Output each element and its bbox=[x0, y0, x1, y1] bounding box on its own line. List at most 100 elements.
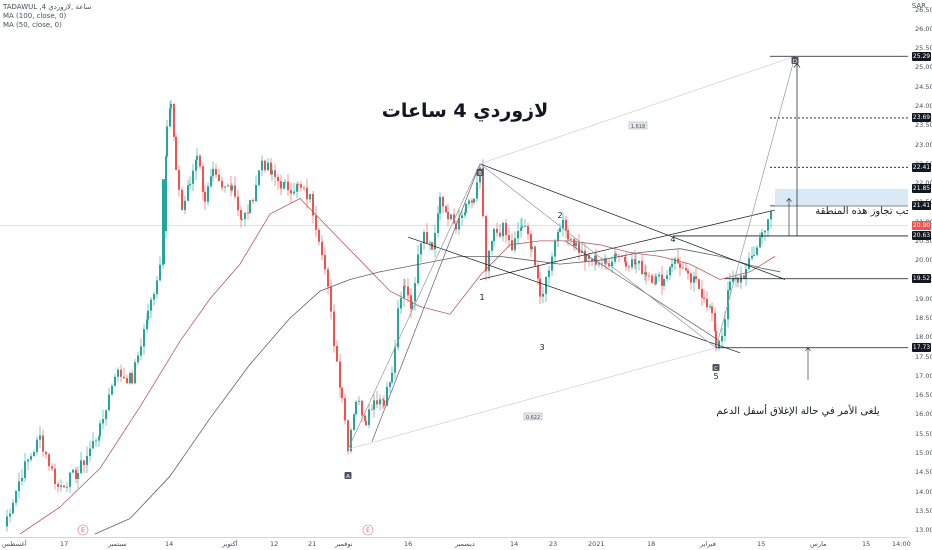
candle-body bbox=[658, 274, 660, 277]
price-tick: 24.50 bbox=[915, 82, 932, 91]
ma50-legend[interactable]: MA (50, close, 0) bbox=[3, 21, 62, 29]
candle-body bbox=[473, 198, 475, 203]
target-zone bbox=[775, 188, 908, 206]
candle-body bbox=[511, 240, 513, 251]
candle-body bbox=[715, 331, 717, 349]
candle-body bbox=[641, 260, 643, 275]
candle-body bbox=[534, 246, 536, 266]
candle-body bbox=[77, 473, 79, 479]
candle-body bbox=[199, 155, 201, 167]
candle-body bbox=[524, 226, 526, 227]
time-tick: أكتوبر bbox=[222, 540, 238, 548]
candle-body bbox=[117, 369, 119, 377]
wave-label: 2 bbox=[557, 211, 562, 220]
candle-body bbox=[221, 180, 223, 188]
candle-body bbox=[166, 126, 168, 157]
price-tick: 20.00 bbox=[915, 256, 932, 265]
candle-body bbox=[146, 319, 148, 330]
candle-body bbox=[679, 263, 681, 268]
candle-body bbox=[169, 108, 171, 127]
candle-body bbox=[108, 394, 110, 411]
candle-body bbox=[24, 461, 26, 478]
candle-body bbox=[175, 136, 177, 171]
candle-body bbox=[240, 210, 242, 220]
ma100-legend[interactable]: MA (100, close, 0) bbox=[3, 12, 67, 20]
candles bbox=[6, 99, 772, 532]
candle-body bbox=[99, 423, 101, 437]
candle-body bbox=[344, 398, 346, 421]
candle-body bbox=[709, 306, 711, 308]
candle-body bbox=[48, 454, 50, 467]
candle-body bbox=[129, 373, 131, 384]
price-tick: 25.00 bbox=[915, 63, 932, 72]
candle-body bbox=[465, 203, 467, 213]
candle-body bbox=[252, 200, 254, 202]
wave-label: 1 bbox=[479, 293, 484, 302]
candle-body bbox=[383, 400, 385, 406]
candle-body bbox=[521, 226, 523, 228]
harmonic-ab bbox=[347, 163, 481, 450]
candle-body bbox=[347, 420, 349, 452]
candle-body bbox=[537, 265, 539, 279]
ratio-label: 0.622 bbox=[526, 415, 540, 421]
candle-body bbox=[318, 229, 320, 242]
event-label: E bbox=[81, 527, 85, 534]
arrow-head bbox=[786, 198, 792, 202]
price-tick: 13.50 bbox=[915, 506, 932, 515]
candle-body bbox=[666, 275, 668, 280]
currency-label[interactable]: SAR bbox=[911, 2, 926, 10]
time-axis[interactable]: أغسطس 17 سبتمبر 14 أكتوبر 12 21 نوفمبر 16 ديسمبر 1… bbox=[0, 538, 911, 550]
event-badge bbox=[362, 524, 374, 536]
candle-body bbox=[595, 255, 597, 265]
candle-body bbox=[382, 399, 384, 401]
candle-body bbox=[290, 190, 292, 194]
price-chart[interactable]: لازوردي 4 ساعات يجب تجاوز هذه المنطقة يلغى… bbox=[0, 0, 908, 538]
candle-body bbox=[86, 456, 88, 465]
candle-body bbox=[321, 241, 323, 256]
candle-body bbox=[196, 155, 198, 160]
candle-body bbox=[153, 294, 155, 300]
candle-body bbox=[598, 263, 600, 265]
price-marker: 17.73 bbox=[912, 343, 931, 353]
candle-body bbox=[184, 200, 186, 211]
candle-body bbox=[437, 213, 439, 233]
candle-body bbox=[732, 277, 734, 282]
time-tick: أغسطس bbox=[2, 540, 27, 548]
candle-body bbox=[51, 466, 53, 469]
ab-leg bbox=[371, 163, 481, 442]
candle-body bbox=[625, 261, 627, 267]
candle-body bbox=[434, 232, 436, 250]
candle-body bbox=[271, 170, 273, 175]
candle-body bbox=[181, 189, 183, 211]
candle-body bbox=[361, 400, 363, 416]
candle-body bbox=[376, 400, 378, 405]
candle-body bbox=[389, 382, 391, 387]
candle-body bbox=[12, 502, 14, 514]
wave-label: 4 bbox=[670, 235, 675, 244]
candle-body bbox=[743, 275, 745, 279]
price-tick: 15.50 bbox=[915, 429, 932, 438]
time-tick: 23 bbox=[549, 540, 558, 548]
candle-body bbox=[368, 409, 370, 426]
candle-body bbox=[140, 346, 142, 356]
candle-body bbox=[339, 361, 341, 388]
candle-body bbox=[403, 285, 405, 299]
candle-body bbox=[721, 335, 723, 342]
candle-body bbox=[336, 345, 338, 362]
candle-body bbox=[601, 263, 603, 265]
candle-body bbox=[178, 170, 180, 190]
candle-body bbox=[614, 253, 616, 262]
candle-body bbox=[634, 259, 636, 265]
candle-body bbox=[674, 258, 676, 264]
price-tick: 18.00 bbox=[915, 333, 932, 342]
candle-body bbox=[231, 185, 233, 191]
candle-body bbox=[192, 170, 194, 184]
candle-body bbox=[567, 230, 569, 240]
candle-body bbox=[72, 469, 74, 473]
candle-body bbox=[485, 216, 487, 272]
candle-body bbox=[83, 460, 85, 465]
candle-body bbox=[695, 276, 697, 280]
candle-body bbox=[445, 206, 447, 213]
symbol-title[interactable]: TADAWUL ,4 ساعة ,لازوردي bbox=[3, 3, 92, 11]
time-tick: مارس bbox=[810, 540, 827, 548]
